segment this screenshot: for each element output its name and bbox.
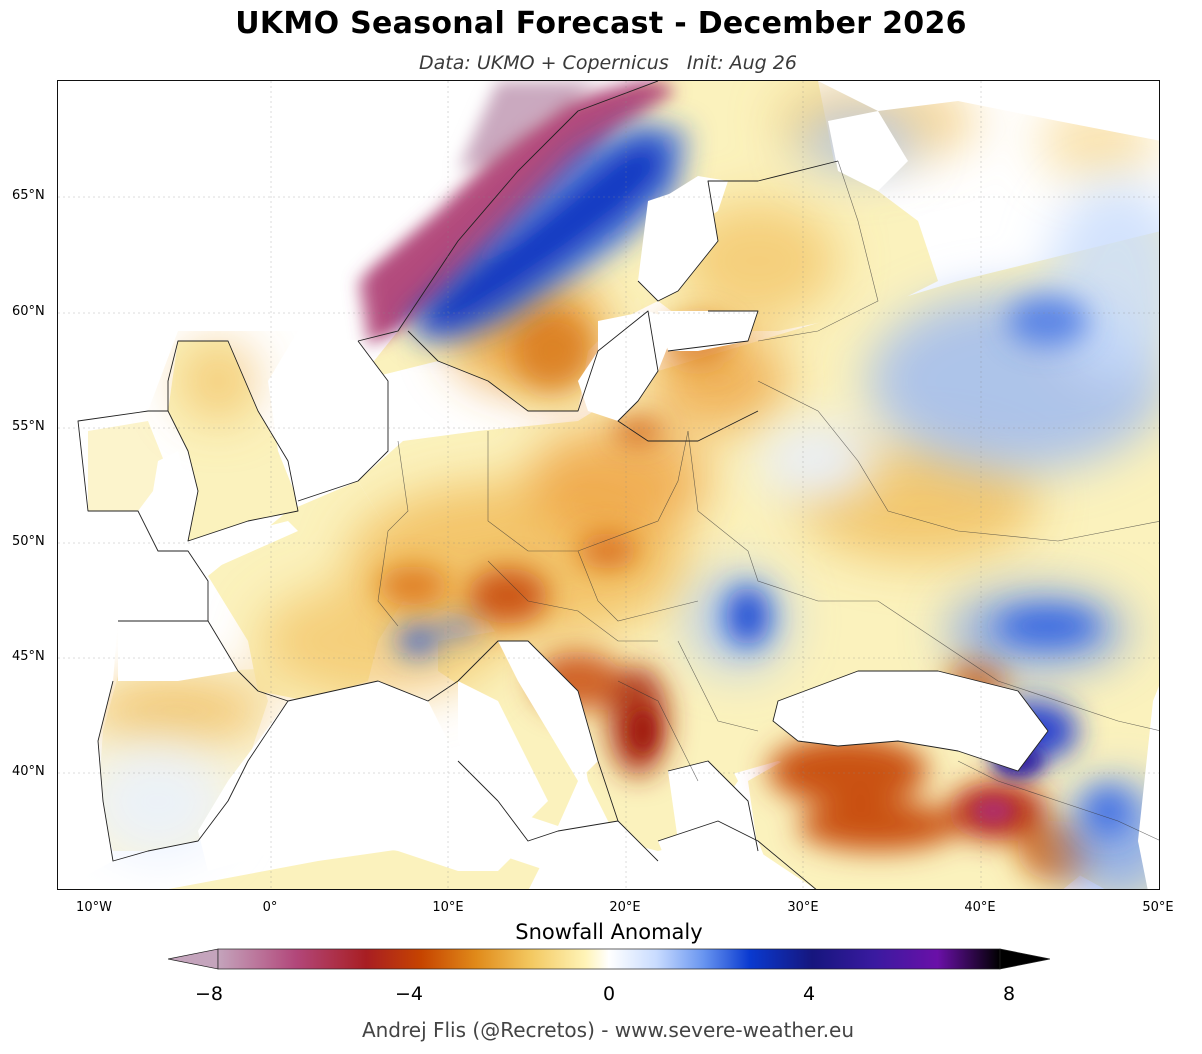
lon-label-20e: 20°E: [609, 900, 641, 915]
chart-subtitle: Data: UKMO + Copernicus Init: Aug 26: [419, 52, 797, 74]
colorbar-title: Snowfall Anomaly: [515, 920, 703, 944]
colorbar-gradient: [217, 948, 1001, 970]
colorbar: [167, 947, 1051, 971]
coastline-layer: [77, 81, 1049, 889]
lon-label-40e: 40°E: [964, 900, 996, 915]
lon-label-10e: 10°E: [432, 900, 464, 915]
colorbar-tick-0: 0: [602, 983, 616, 1005]
strong-dry-anomaly-layer: [378, 311, 1098, 881]
lon-label-30e: 30°E: [787, 900, 819, 915]
forecast-map: [57, 80, 1160, 890]
colorbar-min-extend: [167, 948, 219, 970]
scandinavian-mountain-anomaly: [408, 121, 688, 341]
lon-label-50e: 50°E: [1142, 900, 1174, 915]
lat-label-65n: 65°N: [12, 188, 45, 203]
colorbar-tick-8: 8: [1002, 983, 1016, 1005]
sea-layer: [58, 81, 1159, 889]
lat-label-55n: 55°N: [12, 419, 45, 434]
lon-label-10w: 10°W: [76, 900, 112, 915]
extreme-dry-anomaly-layer: [629, 709, 1015, 826]
gridline-layer: [58, 81, 1159, 889]
colorbar-tick-4: 4: [802, 983, 816, 1005]
colorbar-max-extend: [999, 948, 1051, 970]
colorbar-tick-neg4: −4: [394, 983, 424, 1005]
author-credit: Andrej Flis (@Recretos) - www.severe-wea…: [361, 1018, 855, 1042]
lat-label-50n: 50°N: [12, 534, 45, 549]
lon-label-0: 0°: [262, 900, 278, 915]
border-layer: [377, 160, 1159, 841]
colorbar-tick-neg8: −8: [194, 983, 224, 1005]
lat-label-45n: 45°N: [12, 649, 45, 664]
lat-label-60n: 60°N: [12, 304, 45, 319]
chart-title: UKMO Seasonal Forecast - December 2026: [235, 6, 967, 41]
lat-label-40n: 40°N: [12, 764, 45, 779]
